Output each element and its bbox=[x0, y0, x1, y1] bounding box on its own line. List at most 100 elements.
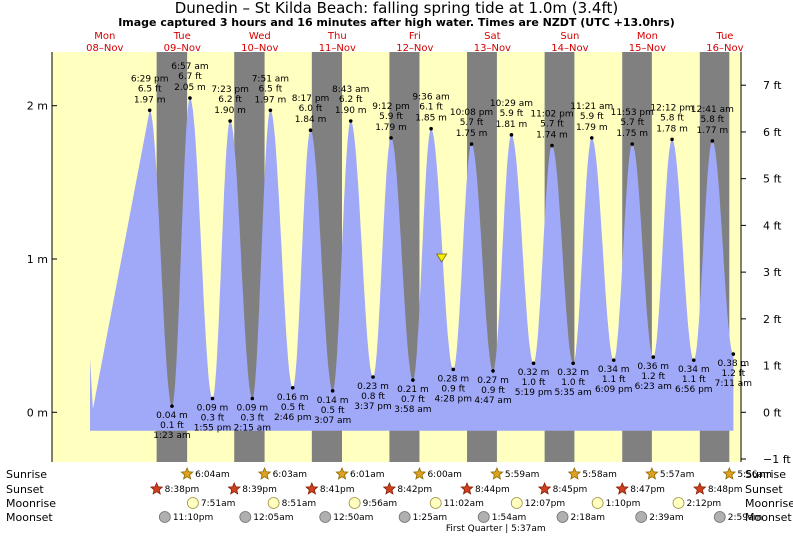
tide-ft-label: 0.5 ft bbox=[281, 403, 305, 413]
right-tick-label: 2 ft bbox=[763, 313, 782, 326]
moonset-time: 2:59am bbox=[728, 513, 763, 523]
right-tick-label: 7 ft bbox=[763, 79, 782, 92]
tide-m-label: 0.34 m bbox=[678, 365, 710, 375]
moonrise-icon bbox=[591, 497, 604, 509]
sunrise-icon bbox=[645, 466, 659, 480]
sunset-time: 8:48pm bbox=[708, 485, 743, 495]
moonrise-icon bbox=[510, 497, 523, 509]
tide-point bbox=[268, 108, 273, 113]
tide-point bbox=[710, 139, 715, 143]
right-tick-label: 0 ft bbox=[763, 406, 782, 419]
moonset-time: 2:18am bbox=[571, 513, 606, 523]
day-name-label: Fri bbox=[409, 31, 421, 42]
moonset-time: 12:50am bbox=[333, 513, 373, 523]
tide-time-label: 5:19 pm bbox=[515, 388, 553, 398]
tide-point bbox=[670, 137, 674, 142]
sunrise-icon bbox=[722, 466, 736, 480]
left-tick-label: 0 m bbox=[27, 406, 48, 419]
right-tick-label: 4 ft bbox=[763, 219, 782, 232]
tide-point bbox=[531, 361, 536, 366]
moonrise-time: 7:51am bbox=[201, 499, 236, 509]
moonset-icon bbox=[635, 511, 648, 523]
day-date-label: 08–Nov bbox=[86, 43, 123, 54]
tide-m-label: 1.78 m bbox=[656, 124, 688, 134]
moonset-icon bbox=[158, 511, 171, 523]
tide-m-label: 0.09 m bbox=[197, 404, 229, 414]
sunrise-time: 6:00am bbox=[427, 470, 462, 480]
tide-time-label: 2:46 pm bbox=[274, 413, 312, 423]
tide-point bbox=[491, 369, 495, 373]
row-label-sunrise: Sunrise bbox=[6, 468, 47, 481]
moonrise-icon bbox=[348, 497, 361, 509]
tide-point bbox=[571, 361, 575, 366]
right-tick-label: 5 ft bbox=[763, 173, 782, 186]
tide-m-label: 1.90 m bbox=[214, 106, 246, 116]
tide-m-label: 0.14 m bbox=[317, 396, 349, 406]
moonset-time: 1:25am bbox=[413, 513, 448, 523]
tide-time-label: 6:09 pm bbox=[595, 385, 633, 395]
tide-m-label: 1.84 m bbox=[295, 115, 327, 125]
sunset-icon bbox=[227, 481, 241, 495]
tide-m-label: 1.81 m bbox=[496, 120, 528, 130]
tide-time-label: 7:23 pm bbox=[211, 85, 249, 95]
tide-ft-label: 1.2 ft bbox=[641, 372, 665, 382]
tide-ft-label: 1.1 ft bbox=[602, 375, 626, 385]
moonrise-time: 11:02am bbox=[444, 499, 484, 509]
tide-point bbox=[731, 352, 736, 356]
tide-ft-label: 1.2 ft bbox=[721, 369, 745, 379]
tide-ft-label: 1.1 ft bbox=[682, 375, 706, 385]
row-label-right-sunset: Sunset bbox=[745, 483, 783, 496]
tide-time-label: 12:41 am bbox=[691, 105, 734, 115]
moonrise-time: 2:12pm bbox=[687, 499, 722, 509]
current-marker bbox=[435, 253, 448, 263]
sunset-time: 8:42pm bbox=[397, 485, 432, 495]
moonrise-time: 9:56am bbox=[363, 499, 398, 509]
day-name-label: Thu bbox=[327, 31, 347, 42]
tide-time-label: 3:37 pm bbox=[354, 402, 392, 412]
tide-ft-label: 5.9 ft bbox=[500, 109, 524, 119]
day-name-label: Mon bbox=[94, 31, 115, 42]
tide-m-label: 0.04 m bbox=[156, 411, 188, 421]
tide-ft-label: 6.2 ft bbox=[339, 95, 363, 105]
tide-time-label: 5:35 am bbox=[554, 388, 591, 398]
sunrise-time: 5:59am bbox=[505, 470, 540, 480]
tide-ft-label: 5.7 ft bbox=[540, 120, 564, 130]
tide-time-label: 11:53 pm bbox=[611, 108, 654, 118]
sunset-icon bbox=[460, 481, 474, 495]
sunset-time: 8:47pm bbox=[630, 485, 665, 495]
sunset-icon bbox=[149, 481, 164, 495]
tide-point bbox=[250, 396, 255, 401]
sunrise-icon bbox=[180, 466, 194, 480]
tide-time-label: 6:56 pm bbox=[675, 385, 713, 395]
sunrise-icon bbox=[335, 466, 349, 480]
row-label-right-moonrise: Moonrise bbox=[745, 497, 793, 510]
tide-time-label: 1:55 pm bbox=[194, 424, 232, 434]
tide-m-label: 0.16 m bbox=[277, 393, 309, 403]
tide-m-label: 1.77 m bbox=[697, 126, 729, 136]
sunrise-icon bbox=[412, 466, 427, 480]
tide-m-label: 0.32 m bbox=[518, 368, 550, 378]
tide-ft-label: 0.3 ft bbox=[201, 414, 225, 424]
right-tick-label: −1 ft bbox=[763, 453, 791, 466]
day-name-label: Tue bbox=[173, 31, 191, 42]
tide-ft-label: 0.8 ft bbox=[361, 392, 385, 402]
tide-time-label: 7:51 am bbox=[252, 74, 289, 84]
tide-ft-label: 0.5 ft bbox=[321, 406, 345, 416]
tide-point bbox=[228, 119, 232, 123]
tide-ft-label: 6.1 ft bbox=[419, 103, 443, 113]
sunrise-icon bbox=[490, 466, 504, 480]
row-label-moonset: Moonset bbox=[6, 511, 53, 524]
sunset-time: 8:39pm bbox=[242, 485, 277, 495]
tide-point bbox=[371, 375, 375, 379]
day-date-label: 15–Nov bbox=[629, 43, 666, 54]
tide-m-label: 1.75 m bbox=[616, 129, 648, 139]
moonrise-time: 8:51am bbox=[282, 499, 317, 509]
tide-ft-label: 1.0 ft bbox=[522, 378, 546, 388]
sunset-icon bbox=[693, 481, 707, 495]
day-date-label: 16–Nov bbox=[706, 43, 743, 54]
tide-time-label: 9:36 am bbox=[412, 93, 449, 103]
tide-point bbox=[210, 396, 215, 401]
moonset-icon bbox=[239, 511, 252, 523]
tide-m-label: 0.38 m bbox=[718, 359, 750, 369]
day-date-label: 12–Nov bbox=[396, 43, 433, 54]
